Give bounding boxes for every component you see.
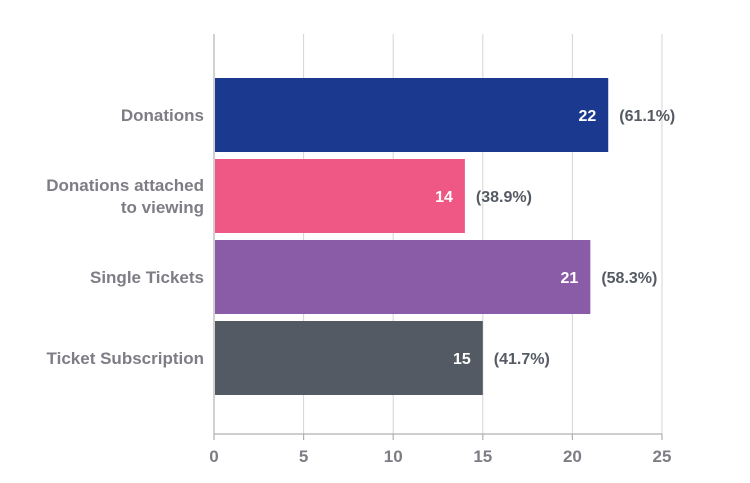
category-label-2: Donations attached to viewing: [46, 176, 204, 217]
category-label-line: Donations attached: [46, 176, 204, 195]
bars: [215, 78, 609, 395]
value-label-1: 22: [578, 108, 596, 125]
tick-label-20: 20: [563, 447, 582, 466]
category-labels: Donations Donations attached to viewing Sin…: [46, 106, 204, 368]
bar-2: [215, 159, 465, 233]
tick-label-5: 5: [299, 447, 308, 466]
bar-4: [215, 321, 483, 395]
bar-3: [215, 240, 591, 314]
tick-label-0: 0: [209, 447, 218, 466]
category-label-line: to viewing: [121, 198, 204, 217]
bar-1: [215, 78, 609, 152]
percent-label-3: (58.3%): [601, 270, 657, 287]
tick-label-10: 10: [384, 447, 403, 466]
category-label-line: Ticket Subscription: [47, 349, 204, 368]
tick-label-15: 15: [473, 447, 492, 466]
category-label-4: Ticket Subscription: [47, 349, 204, 368]
value-label-4: 15: [453, 351, 471, 368]
value-label-3: 21: [561, 270, 579, 287]
x-axis-ticks: 0 5 10 15 20 25: [209, 434, 671, 466]
category-label-3: Single Tickets: [90, 268, 204, 287]
value-labels: 22 (61.1%) 14 (38.9%) 21 (58.3%) 15 (41.7%): [435, 108, 675, 368]
category-label-line: Donations: [121, 106, 204, 125]
percent-label-1: (61.1%): [619, 108, 675, 125]
category-label-line: Single Tickets: [90, 268, 204, 287]
tick-label-25: 25: [653, 447, 672, 466]
percent-label-4: (41.7%): [494, 351, 550, 368]
category-label-1: Donations: [121, 106, 204, 125]
value-label-2: 14: [435, 189, 453, 206]
percent-label-2: (38.9%): [476, 189, 532, 206]
